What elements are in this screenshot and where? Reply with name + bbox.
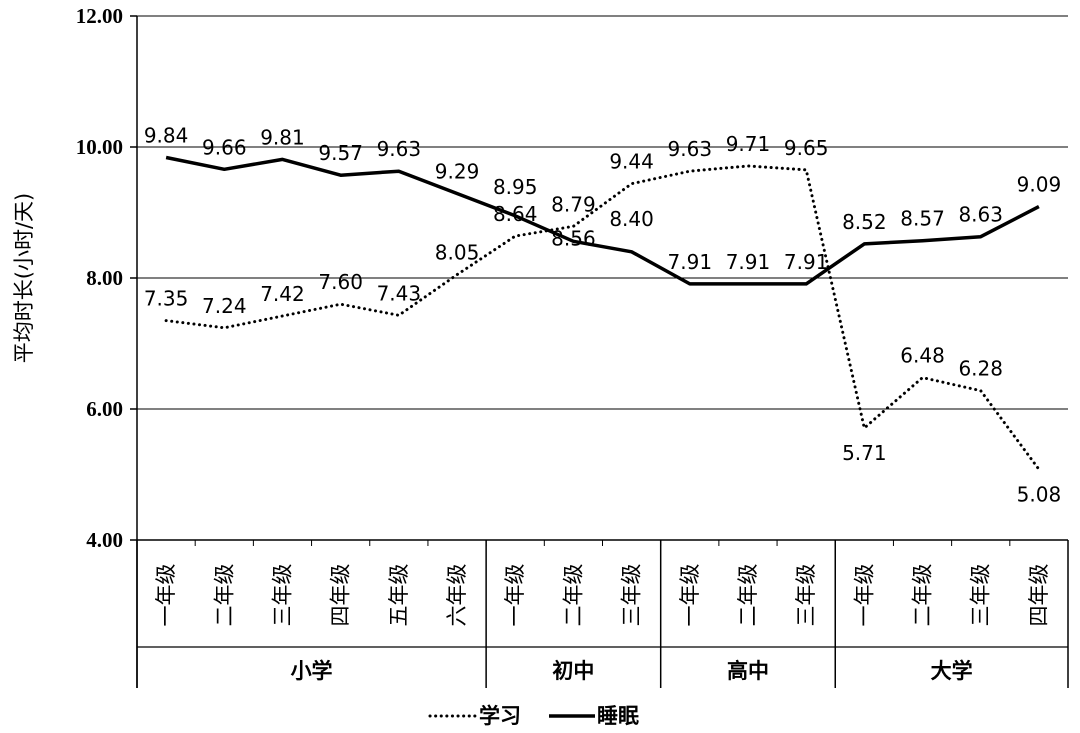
y-tick-label: 6.00 [86,397,123,421]
data-label-study: 7.35 [144,287,189,311]
data-label-study: 8.64 [493,202,538,226]
x-category-labels: 一年级 二年级 三年级 四年级 五年级 六年级 一年级 二年级 三年级 一年级 二年级 三年级 一年级 二… [154,564,1051,627]
x-category-label: 二年级 [561,564,585,627]
y-tick-label: 10.00 [76,135,123,159]
x-category-label: 三年级 [620,564,644,627]
x-group-label: 大学 [931,659,973,683]
data-label-sleep: 9.66 [202,135,247,159]
y-tick-labels: 4.00 6.00 8.00 10.00 12.00 [76,4,123,552]
series-lines [164,155,1041,471]
legend-label-study: 学习 [479,704,521,728]
x-category-label: 二年级 [911,564,935,627]
data-label-study: 7.24 [202,294,247,318]
data-label-sleep: 9.84 [144,123,189,147]
data-label-sleep: 8.63 [958,203,1003,227]
series-line-sleep [165,155,1040,286]
y-tick-label: 12.00 [76,4,123,28]
data-label-study: 9.65 [784,136,829,160]
data-label-study: 7.42 [260,282,305,306]
data-label-sleep: 9.57 [318,141,363,165]
data-label-study: 6.48 [900,344,945,368]
data-label-study: 9.44 [609,150,654,174]
x-group-label: 小学 [291,659,333,683]
data-labels: 7.35 7.24 7.42 7.60 7.43 8.05 8.64 8.79 9.44 9.63… [144,123,1061,506]
data-label-study: 6.28 [958,357,1003,381]
data-label-sleep: 8.57 [900,207,945,231]
x-category-label: 一年级 [852,564,876,627]
x-category-label: 六年级 [445,564,469,627]
x-category-label: 一年级 [678,564,702,627]
legend: 学习 睡眠 [428,704,639,728]
data-label-sleep: 9.09 [1017,173,1062,197]
data-label-study: 8.05 [435,241,480,265]
x-category-label: 三年级 [794,564,818,627]
x-category-label: 一年级 [503,564,527,627]
data-label-study: 7.43 [377,281,422,305]
data-label-study: 9.71 [726,132,771,156]
x-category-label: 三年级 [969,564,993,627]
data-label-sleep: 7.91 [726,250,771,274]
x-category-label: 四年级 [329,564,353,627]
x-group-labels: 小学 初中 高中 大学 [291,659,973,683]
data-label-sleep: 8.95 [493,175,538,199]
data-label-study: 5.71 [842,441,887,465]
data-label-study: 9.63 [668,137,713,161]
gridlines [137,15,1068,410]
data-label-study: 7.60 [318,270,363,294]
data-label-sleep: 9.29 [435,160,480,184]
data-label-sleep: 8.56 [551,226,596,250]
y-tick-label: 4.00 [86,528,123,552]
x-category-label: 二年级 [736,564,760,627]
x-category-label: 四年级 [1027,564,1051,627]
data-label-study: 5.08 [1017,482,1062,506]
x-category-label: 五年级 [387,564,411,627]
x-category-label: 二年级 [212,564,236,627]
data-label-sleep: 7.91 [668,250,713,274]
data-label-sleep: 9.81 [260,125,305,149]
x-group-label: 初中 [552,659,594,683]
data-label-sleep: 8.40 [609,207,654,231]
y-tick-label: 8.00 [86,266,123,290]
data-label-sleep: 9.63 [377,137,422,161]
x-category-label: 一年级 [154,564,178,627]
data-label-sleep: 7.91 [784,250,829,274]
axes [130,15,1069,688]
x-group-label: 高中 [727,659,769,683]
y-axis-label: 平均时长(小时/天) [12,193,36,363]
data-label-sleep: 8.52 [842,210,887,234]
x-category-label: 三年级 [270,564,294,627]
data-label-study: 8.79 [551,192,596,216]
legend-label-sleep: 睡眠 [597,704,639,728]
